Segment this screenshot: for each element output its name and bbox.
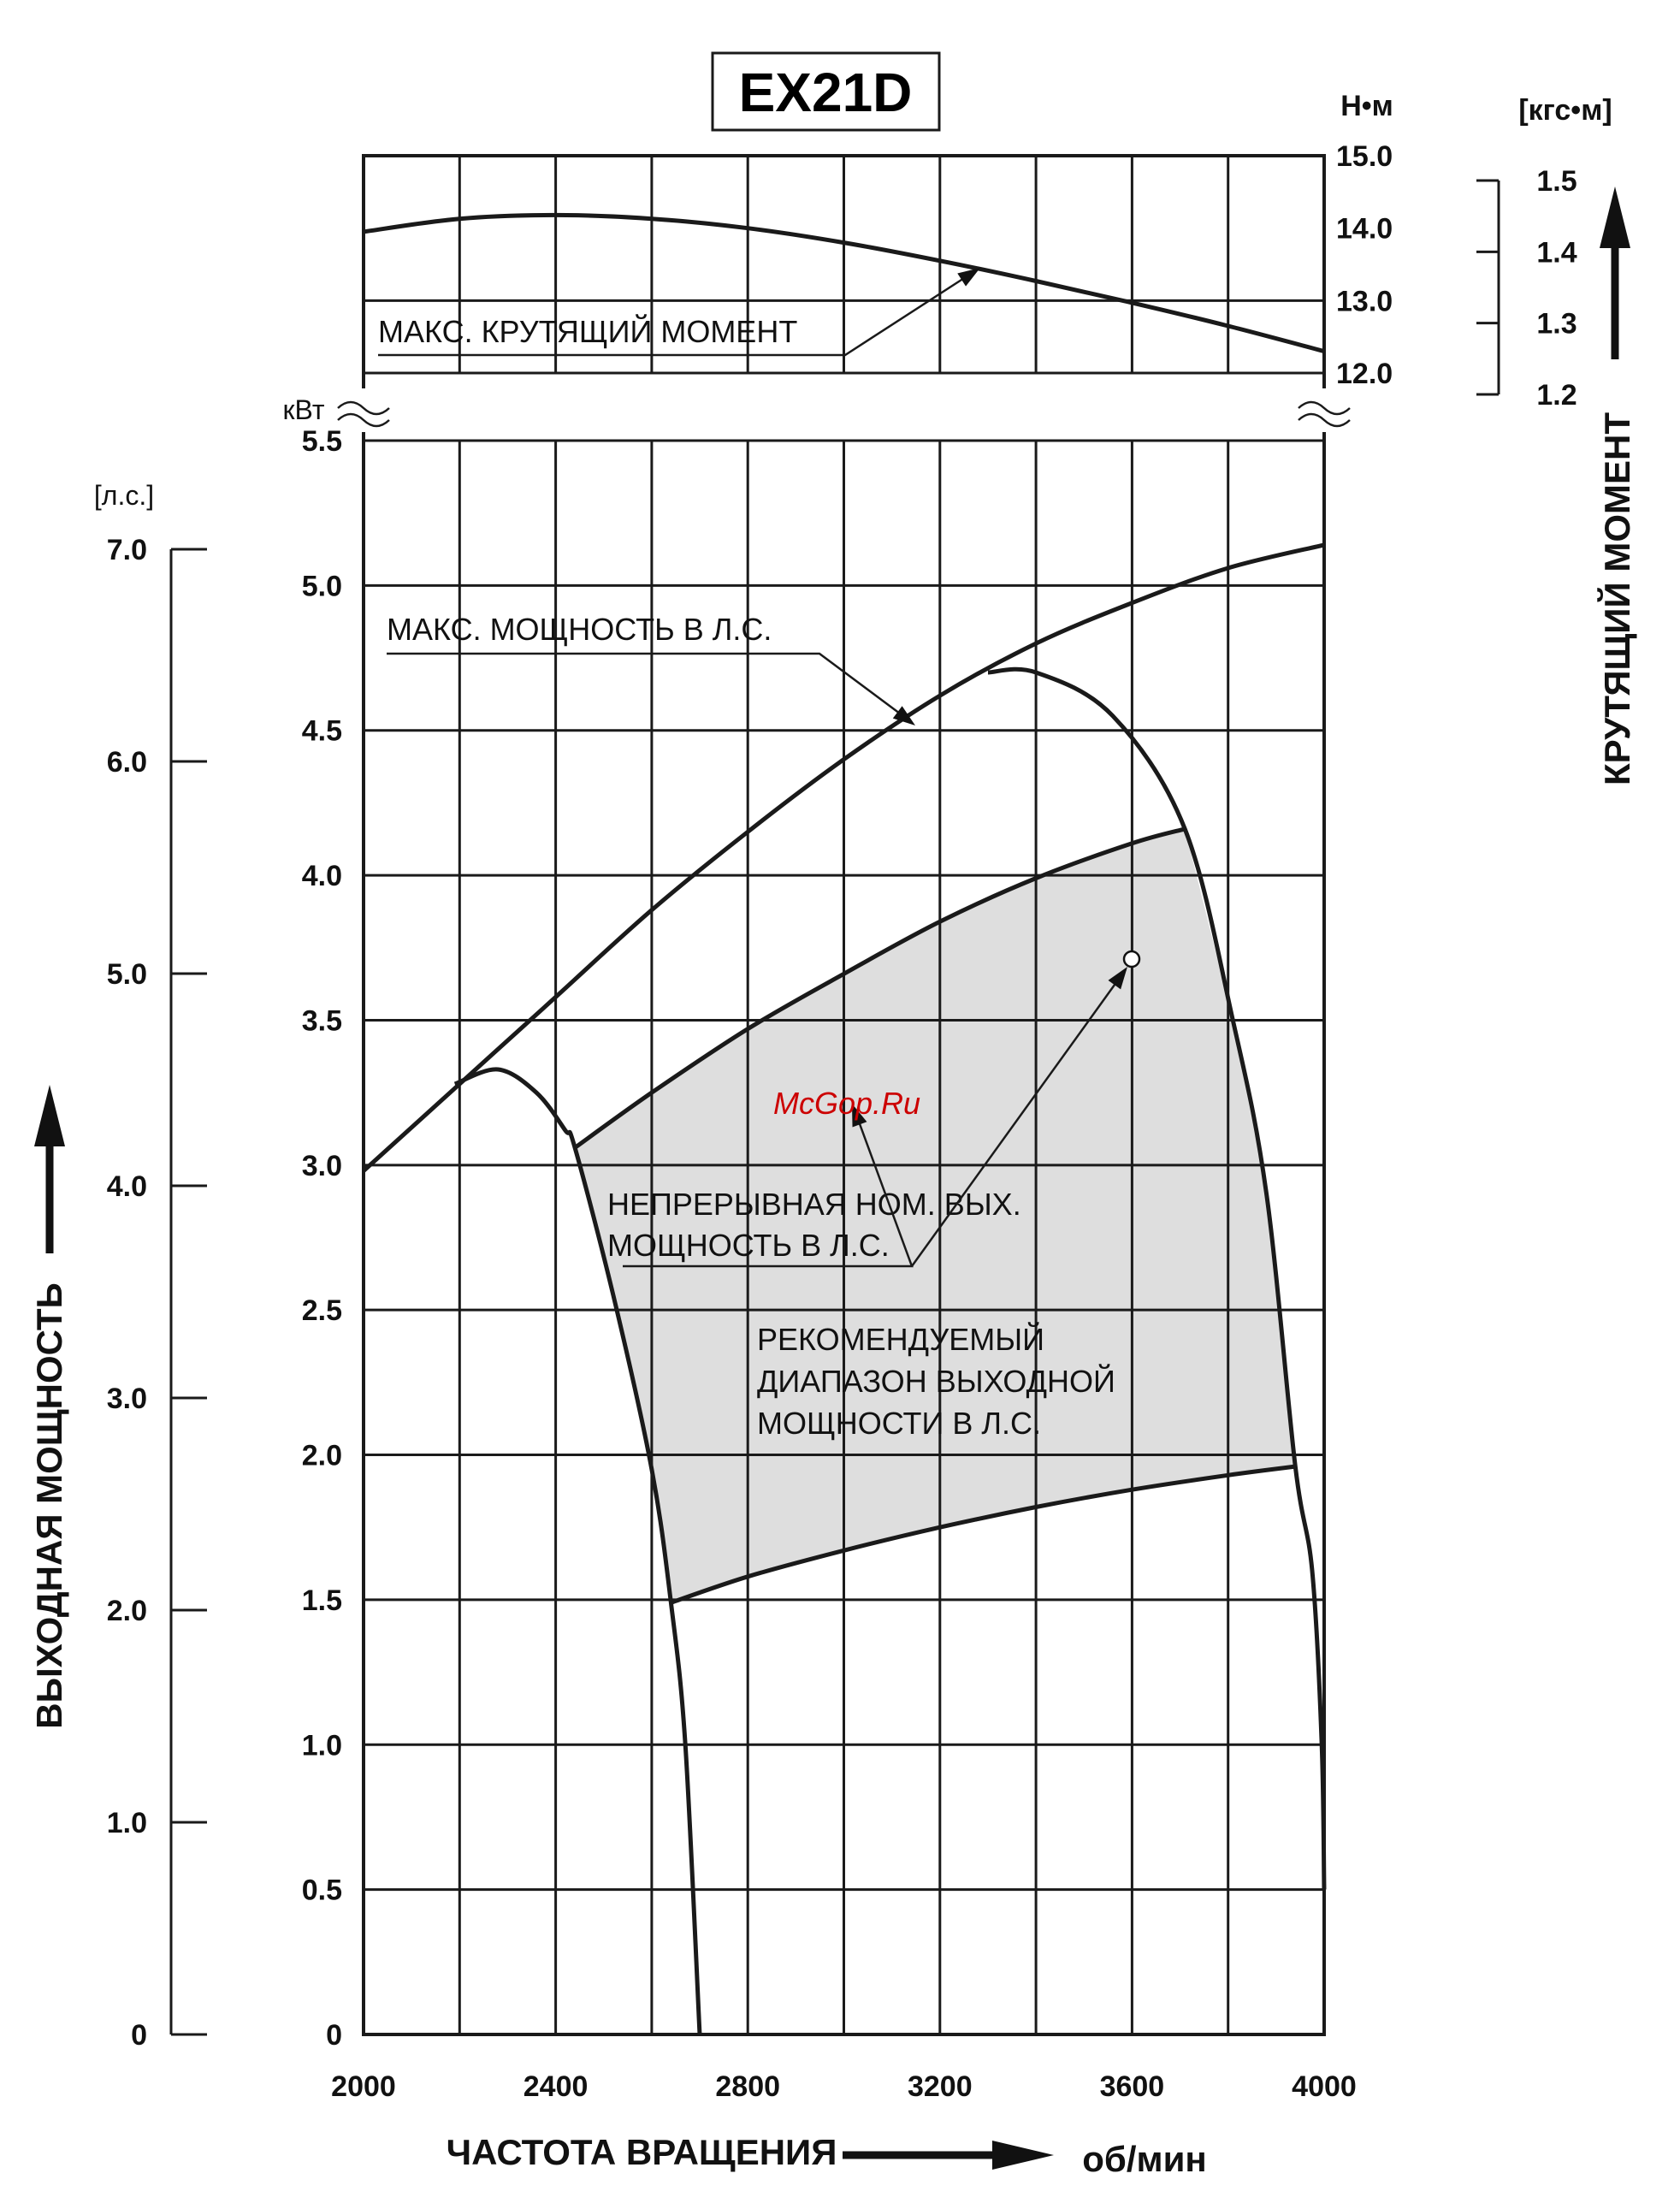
hp-tick-label: 5.0	[107, 958, 147, 991]
annotation-max-torque-text: МАКС. КРУТЯЩИЙ МОМЕНТ	[378, 313, 797, 349]
annotation-max-torque-leader	[378, 270, 974, 357]
hp-tick-label: 4.0	[107, 1170, 147, 1203]
annotations: МАКС. КРУТЯЩИЙ МОМЕНТ МАКС. МОЩНОСТЬ В Л.…	[378, 268, 1141, 1441]
hp-tick-label: 6.0	[107, 746, 147, 779]
series-recommended-power-line	[670, 1464, 1296, 1605]
kgfm-tick-label: 1.2	[1536, 379, 1576, 412]
x-tick-label: 2400	[524, 2070, 589, 2103]
series-max-power-line	[362, 542, 1325, 1173]
torque-axis-arrow-icon	[1600, 187, 1630, 359]
nm-tick-label: 15.0	[1336, 140, 1393, 173]
left-envelope-line	[453, 1067, 702, 2035]
x-tick-label: 3600	[1100, 2070, 1165, 2103]
hp-tick-label: 1.0	[107, 1807, 147, 1839]
series-continuous-power-line	[573, 826, 1186, 1150]
chart-title: EX21D	[739, 62, 913, 123]
x-tick-label: 2000	[331, 2070, 396, 2103]
annotation-max-power-leader	[387, 652, 908, 720]
kgfm-tick-label: 1.5	[1536, 165, 1576, 198]
hp-tick-label: 7.0	[107, 534, 147, 566]
power-kw-unit: кВт	[283, 394, 325, 425]
annotation-continuous-arrow-icon	[852, 1104, 867, 1128]
grid	[337, 154, 1351, 2036]
annotation-max-power-arrow-icon	[892, 706, 915, 725]
power-hp-unit: [л.с.]	[94, 480, 154, 511]
annotation-continuous-text: НЕПРЕРЫВНАЯ НОМ. ВЫХ. МОЩНОСТЬ В Л.С.	[607, 1187, 1021, 1263]
annotation-recommended-leader	[910, 968, 1127, 1267]
kw-tick-label: 5.0	[302, 570, 342, 602]
annotation-recommended-text: РЕКОМЕНДУЕМЫЙ ДИАПАЗОН ВЫХОДНОЙ МОЩНОСТИ В…	[757, 1321, 1115, 1441]
annotation-marker-circle	[1122, 950, 1141, 968]
axis-break-right-icon	[1298, 412, 1351, 428]
hp-tick-label: 3.0	[107, 1383, 147, 1415]
x-tick-label: 4000	[1292, 2070, 1357, 2103]
axis-break-left-icon	[337, 400, 390, 416]
hp-tick-label: 0	[131, 2019, 147, 2052]
power-axis-arrow-icon	[34, 1085, 65, 1253]
torque-nm-unit: Н•м	[1340, 90, 1393, 122]
power-frame	[362, 432, 1326, 2036]
kw-tick-label: 0.5	[302, 1874, 342, 1907]
kw-tick-label: 1.5	[302, 1584, 342, 1617]
power-axis-title: ВЫХОДНАЯ МОЩНОСТЬ	[29, 1282, 69, 1729]
kw-tick-label: 3.0	[302, 1150, 342, 1182]
kw-tick-label: 2.0	[302, 1440, 342, 1472]
kw-tick-label: 1.0	[302, 1729, 342, 1762]
x-axis-unit: об/мин	[1082, 2139, 1207, 2179]
kgfm-tick-label: 1.3	[1536, 308, 1576, 341]
kw-tick-label: 3.5	[302, 1004, 342, 1037]
curves	[362, 212, 1327, 2035]
right-envelope-line	[987, 666, 1327, 1890]
axis-break-right-icon	[1298, 400, 1351, 416]
kgfm-tick-label: 1.4	[1536, 236, 1576, 269]
x-tick-label: 3200	[908, 2070, 973, 2103]
nm-tick-label: 13.0	[1336, 285, 1393, 317]
x-tick-label: 2800	[715, 2070, 780, 2103]
torque-frame	[362, 154, 1326, 388]
kw-tick-label: 0	[326, 2019, 342, 2052]
annotation-recommended-arrow-icon	[1108, 967, 1127, 990]
kw-tick-label: 5.5	[302, 425, 342, 458]
annotation-max-torque-arrow-icon	[957, 268, 980, 287]
nm-tick-label: 12.0	[1336, 358, 1393, 390]
recommended-range-area	[575, 828, 1296, 1603]
title-box	[711, 51, 941, 132]
axes: 2000 2400 2800 3200 3600 4000 0 0.5 1.0 1.5 2.0 2.5…	[107, 140, 1577, 2103]
annotation-max-power-text: МАКС. МОЩНОСТЬ В Л.С.	[387, 612, 772, 647]
kw-tick-label: 4.0	[302, 860, 342, 892]
series-max-torque-line	[363, 212, 1325, 354]
nm-tick-label: 14.0	[1336, 213, 1393, 246]
torque-kgfm-unit: [кгс•м]	[1518, 94, 1612, 127]
torque-axis-title: КРУТЯЩИЙ МОМЕНТ	[1596, 412, 1637, 785]
x-axis-title: ЧАСТОТА ВРАЩЕНИЯ	[447, 2132, 837, 2172]
watermark: McGop.Ru	[773, 1086, 920, 1121]
kw-tick-label: 4.5	[302, 715, 342, 748]
x-axis-arrow-icon	[843, 2141, 1054, 2170]
recommended-range-area-group	[575, 828, 1296, 1603]
axis-break-left-icon	[337, 412, 390, 428]
kw-tick-label: 2.5	[302, 1294, 342, 1327]
hp-tick-label: 2.0	[107, 1595, 147, 1627]
